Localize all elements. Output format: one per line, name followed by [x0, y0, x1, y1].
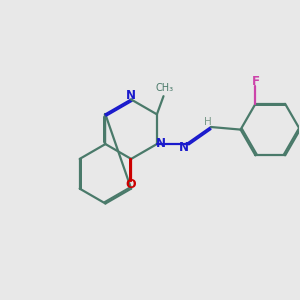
Text: N: N: [126, 89, 136, 102]
Text: CH₃: CH₃: [156, 82, 174, 93]
Text: O: O: [126, 178, 136, 191]
Text: N: N: [155, 137, 166, 150]
Text: H: H: [204, 117, 212, 127]
Text: N: N: [179, 141, 189, 154]
Text: F: F: [251, 75, 260, 88]
